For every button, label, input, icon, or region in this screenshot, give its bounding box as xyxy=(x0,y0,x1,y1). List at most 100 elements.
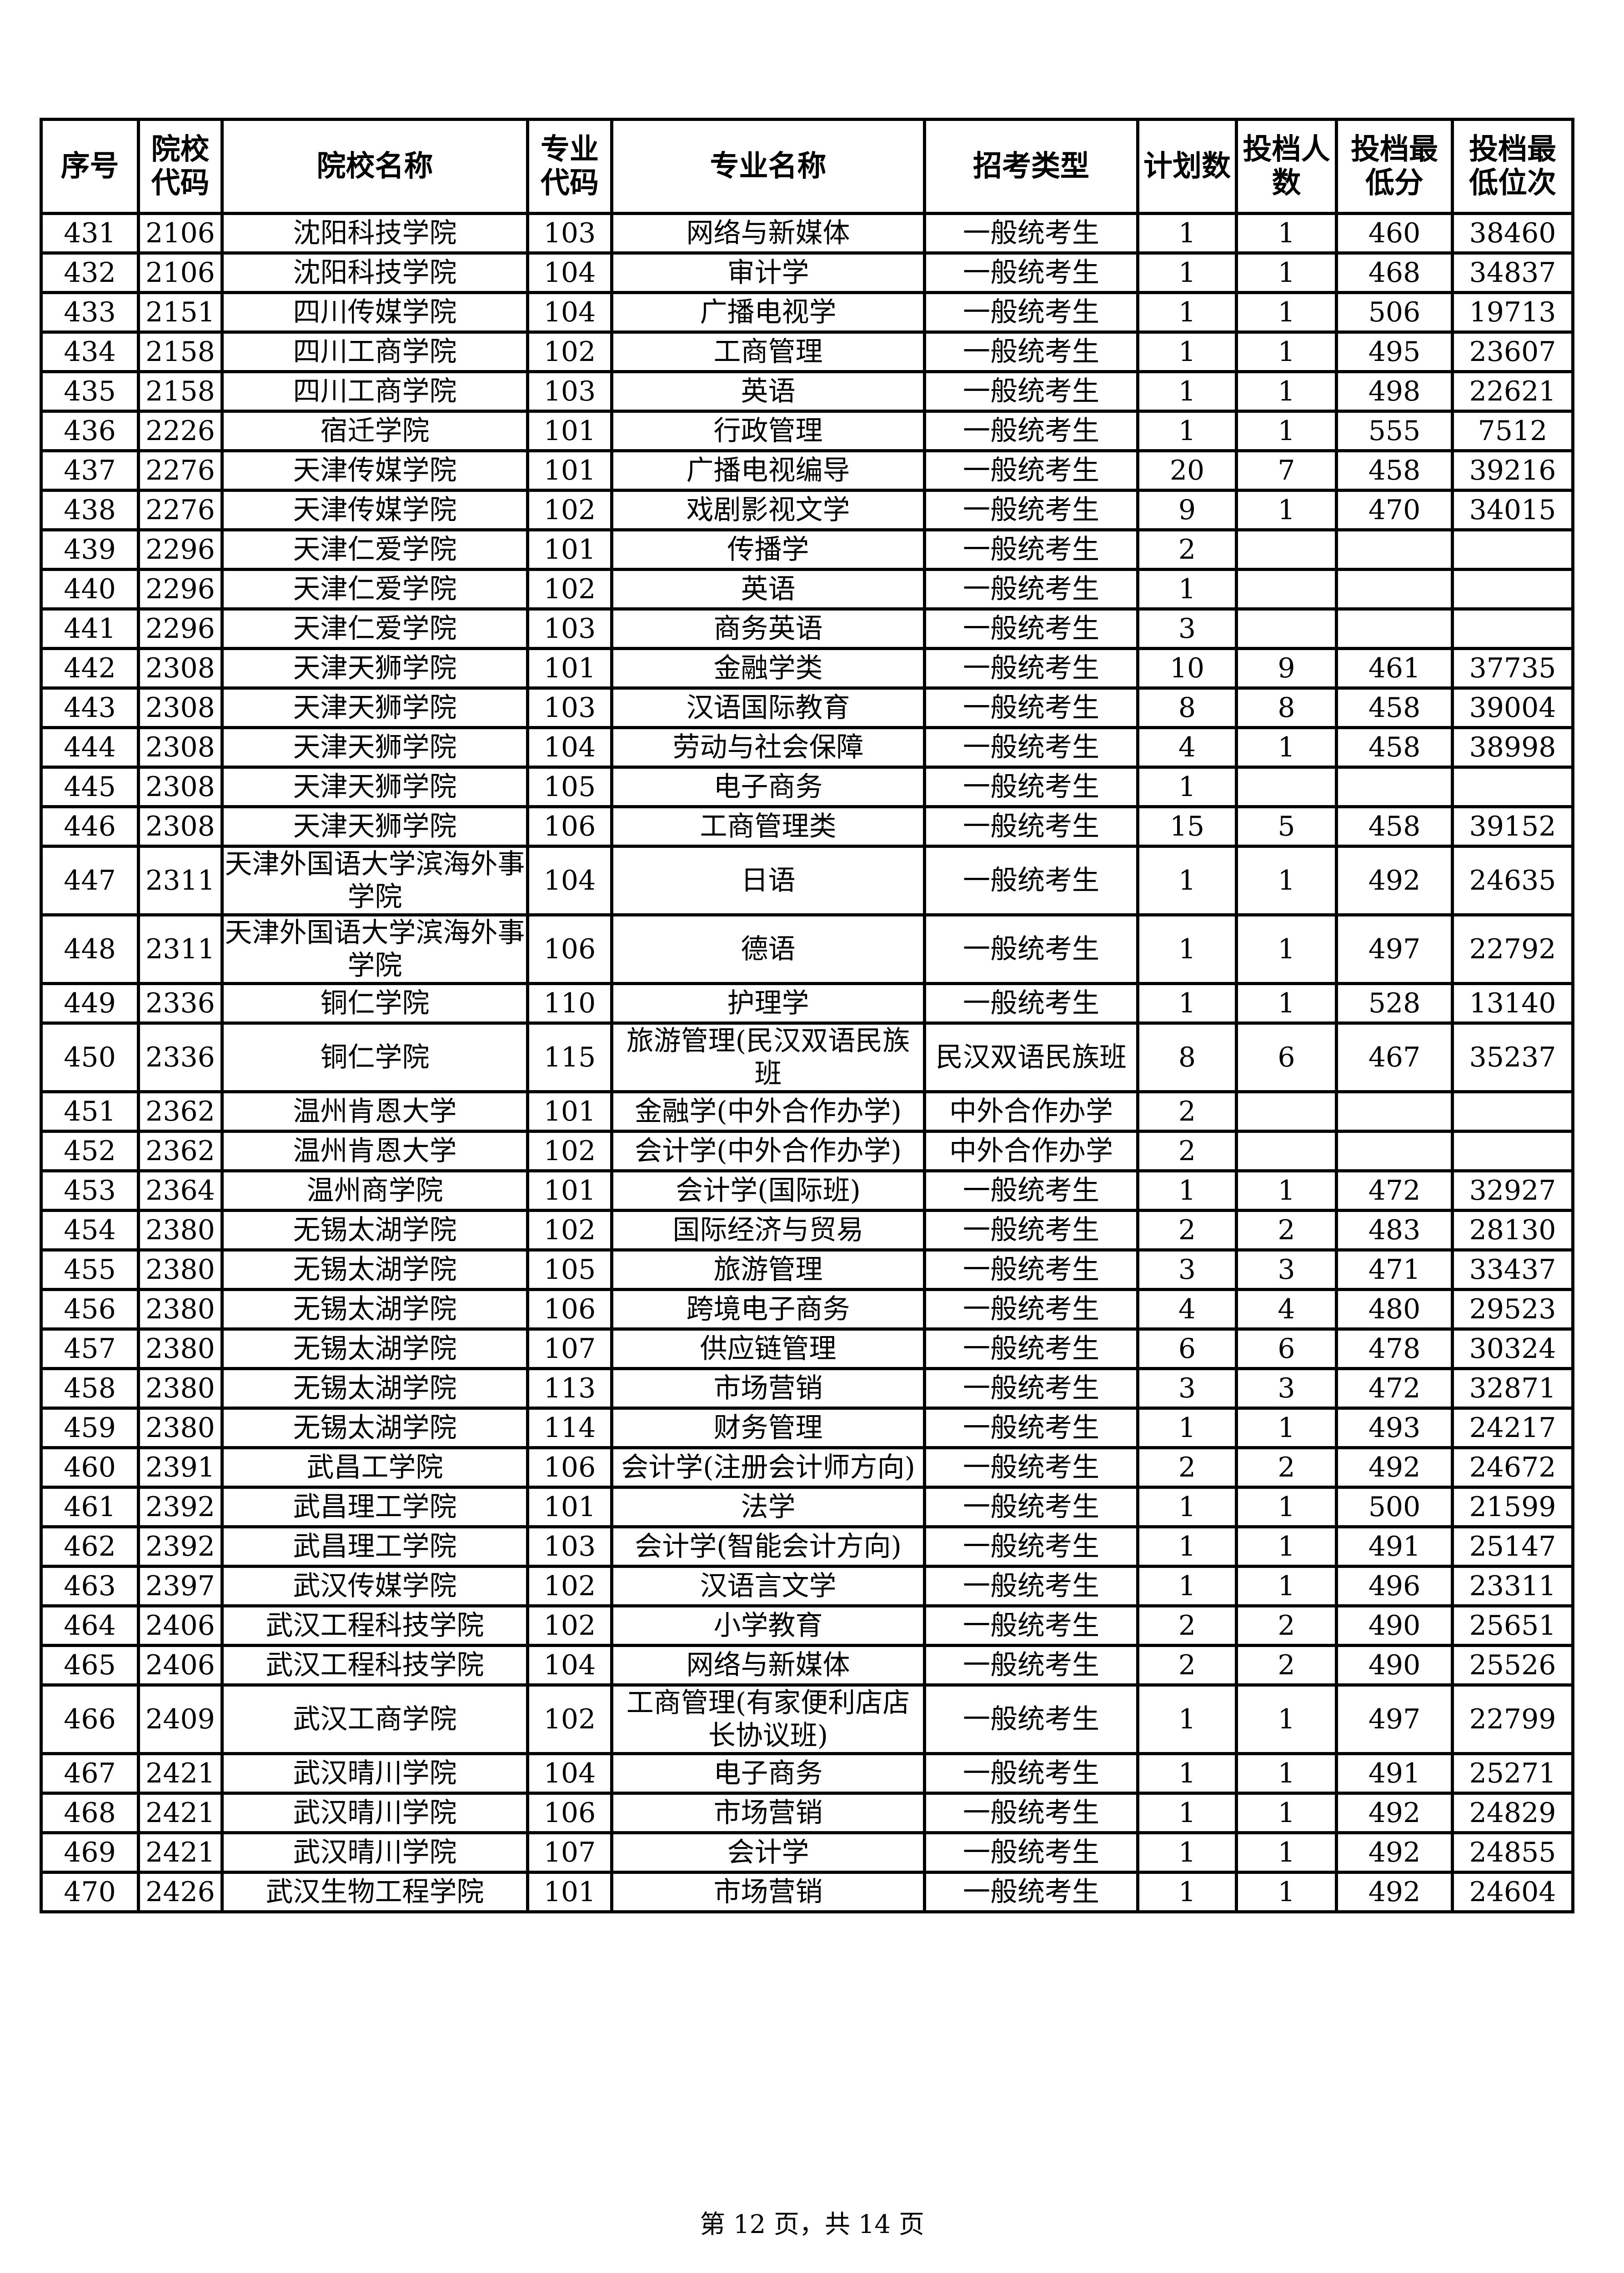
cell-plan-count: 2 xyxy=(1136,1604,1238,1647)
cell-major-name: 市场营销 xyxy=(610,1367,926,1410)
cell-index: 443 xyxy=(40,686,140,729)
cell-min-rank: 22799 xyxy=(1451,1683,1574,1755)
cell-admitted-count: 1 xyxy=(1235,1169,1338,1212)
cell-index: 444 xyxy=(40,726,140,769)
cell-admitted-count: 4 xyxy=(1235,1288,1338,1331)
cell-admitted-count: 1 xyxy=(1235,212,1338,255)
cell-major-name: 护理学 xyxy=(610,982,926,1025)
cell-exam-type: 一般统考生 xyxy=(923,251,1139,294)
cell-index: 439 xyxy=(40,528,140,571)
cell-school-name: 温州商学院 xyxy=(221,1169,529,1212)
cell-min-rank: 24672 xyxy=(1451,1446,1574,1489)
cell-major-name: 英语 xyxy=(610,568,926,611)
cell-major-name: 小学教育 xyxy=(610,1604,926,1647)
cell-index: 458 xyxy=(40,1367,140,1410)
cell-school-code: 2421 xyxy=(137,1752,224,1795)
cell-min-score: 471 xyxy=(1335,1248,1454,1291)
cell-plan-count: 9 xyxy=(1136,489,1238,531)
cell-school-name: 武汉生物工程学院 xyxy=(221,1871,529,1913)
cell-exam-type: 一般统考生 xyxy=(923,1486,1139,1528)
table-row: 447 2311 天津外国语大学滨海外事学院 104 日语 一般统考生 1 1 492 24635 xyxy=(40,845,1574,916)
cell-school-code: 2421 xyxy=(137,1792,224,1834)
cell-school-code: 2362 xyxy=(137,1130,224,1172)
cell-index: 442 xyxy=(40,647,140,690)
cell-school-name: 武汉晴川学院 xyxy=(221,1792,529,1834)
table-row: 467 2421 武汉晴川学院 104 电子商务 一般统考生 1 1 491 25271 xyxy=(40,1752,1574,1795)
table-row: 463 2397 武汉传媒学院 102 汉语言文学 一般统考生 1 1 496 23311 xyxy=(40,1565,1574,1607)
table-row: 444 2308 天津天狮学院 104 劳动与社会保障 一般统考生 4 1 458 38998 xyxy=(40,726,1574,769)
cell-major-name: 国际经济与贸易 xyxy=(610,1209,926,1252)
cell-major-code: 105 xyxy=(526,766,613,808)
cell-min-rank xyxy=(1451,568,1574,611)
cell-min-rank: 32927 xyxy=(1451,1169,1574,1212)
cell-min-rank xyxy=(1451,766,1574,808)
cell-min-score: 492 xyxy=(1335,1446,1454,1489)
cell-admitted-count: 6 xyxy=(1235,1327,1338,1370)
cell-school-name: 四川工商学院 xyxy=(221,370,529,413)
cell-min-rank xyxy=(1451,1090,1574,1133)
cell-major-code: 102 xyxy=(526,330,613,373)
table-header-row: 序号 院校代码 院校名称 专业代码 专业名称 招考类型 计划数 投档人数 投档最低分 投档最低位次 xyxy=(40,118,1574,215)
cell-min-rank: 24635 xyxy=(1451,845,1574,916)
cell-exam-type: 一般统考生 xyxy=(923,766,1139,808)
cell-major-code: 102 xyxy=(526,568,613,611)
cell-major-name: 工商管理(有家便利店店长协议班) xyxy=(610,1683,926,1755)
cell-index: 460 xyxy=(40,1446,140,1489)
cell-school-code: 2311 xyxy=(137,913,224,985)
cell-school-code: 2158 xyxy=(137,330,224,373)
cell-school-code: 2380 xyxy=(137,1367,224,1410)
cell-admitted-count xyxy=(1235,1130,1338,1172)
cell-exam-type: 一般统考生 xyxy=(923,330,1139,373)
cell-exam-type: 一般统考生 xyxy=(923,1752,1139,1795)
cell-major-code: 103 xyxy=(526,370,613,413)
cell-plan-count: 2 xyxy=(1136,1130,1238,1172)
cell-school-code: 2392 xyxy=(137,1525,224,1568)
cell-index: 454 xyxy=(40,1209,140,1252)
cell-min-rank: 25526 xyxy=(1451,1644,1574,1687)
cell-major-code: 106 xyxy=(526,1288,613,1331)
cell-major-name: 汉语言文学 xyxy=(610,1565,926,1607)
cell-plan-count: 15 xyxy=(1136,805,1238,848)
cell-school-name: 天津天狮学院 xyxy=(221,726,529,769)
cell-admitted-count: 1 xyxy=(1235,913,1338,985)
cell-min-rank: 35237 xyxy=(1451,1021,1574,1093)
cell-plan-count: 6 xyxy=(1136,1327,1238,1370)
cell-exam-type: 一般统考生 xyxy=(923,1644,1139,1687)
cell-major-code: 101 xyxy=(526,1486,613,1528)
cell-min-score: 493 xyxy=(1335,1407,1454,1449)
cell-exam-type: 一般统考生 xyxy=(923,1327,1139,1370)
cell-major-name: 会计学(中外合作办学) xyxy=(610,1130,926,1172)
cell-admitted-count: 1 xyxy=(1235,726,1338,769)
cell-school-name: 沈阳科技学院 xyxy=(221,251,529,294)
cell-admitted-count: 2 xyxy=(1235,1209,1338,1252)
cell-admitted-count: 1 xyxy=(1235,330,1338,373)
cell-plan-count: 3 xyxy=(1136,607,1238,650)
cell-min-score: 458 xyxy=(1335,449,1454,492)
cell-plan-count: 1 xyxy=(1136,1407,1238,1449)
header-col-min-rank: 投档最低位次 xyxy=(1451,118,1574,215)
cell-major-name: 英语 xyxy=(610,370,926,413)
cell-school-code: 2276 xyxy=(137,449,224,492)
cell-admitted-count xyxy=(1235,766,1338,808)
cell-major-name: 旅游管理 xyxy=(610,1248,926,1291)
cell-min-rank: 39152 xyxy=(1451,805,1574,848)
cell-plan-count: 1 xyxy=(1136,1169,1238,1212)
header-col-school-code: 院校代码 xyxy=(137,118,224,215)
cell-plan-count: 1 xyxy=(1136,1525,1238,1568)
cell-index: 436 xyxy=(40,410,140,452)
cell-exam-type: 一般统考生 xyxy=(923,845,1139,916)
cell-index: 453 xyxy=(40,1169,140,1212)
cell-admitted-count xyxy=(1235,568,1338,611)
cell-school-code: 2308 xyxy=(137,726,224,769)
cell-admitted-count: 1 xyxy=(1235,1871,1338,1913)
cell-school-code: 2380 xyxy=(137,1248,224,1291)
cell-plan-count: 3 xyxy=(1136,1367,1238,1410)
header-col-index: 序号 xyxy=(40,118,140,215)
cell-major-name: 旅游管理(民汉双语民族班 xyxy=(610,1021,926,1093)
cell-min-rank: 34837 xyxy=(1451,251,1574,294)
cell-major-name: 传播学 xyxy=(610,528,926,571)
cell-index: 455 xyxy=(40,1248,140,1291)
cell-school-code: 2364 xyxy=(137,1169,224,1212)
cell-school-name: 天津传媒学院 xyxy=(221,449,529,492)
cell-exam-type: 一般统考生 xyxy=(923,1288,1139,1331)
